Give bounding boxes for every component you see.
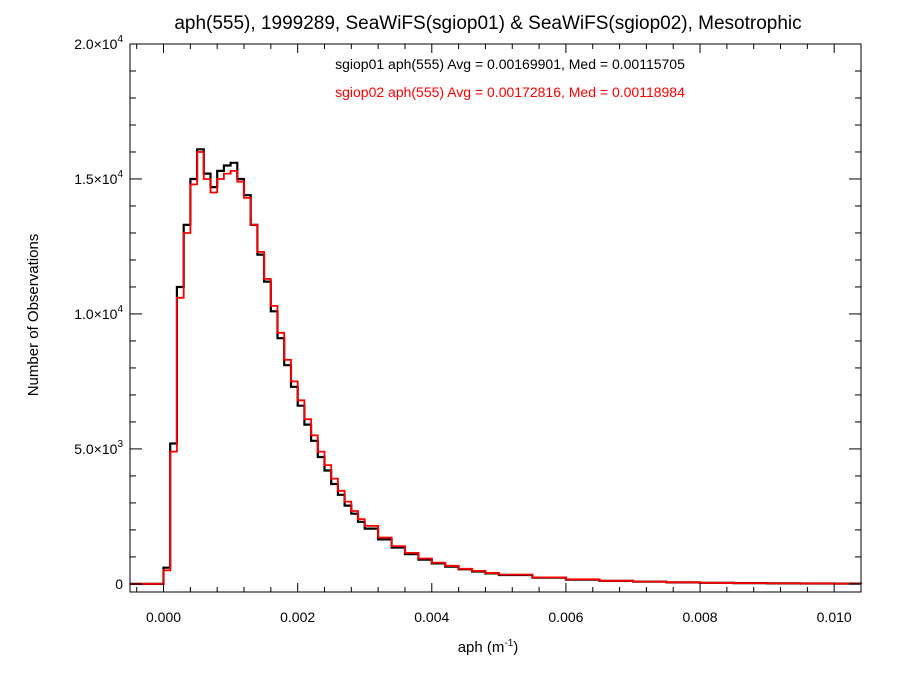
y-axis-label: Number of Observations (25, 234, 42, 397)
x-tick-label-0: 0.000 (146, 609, 181, 625)
y-tick-label-2: 1.0×104 (74, 304, 123, 322)
x-tick-label-2: 0.004 (414, 609, 449, 625)
x-tick-label-4: 0.008 (683, 609, 718, 625)
y-tick-label-3: 1.5×104 (74, 169, 123, 187)
y-tick-exponent-4: 4 (117, 34, 123, 45)
chart-title: aph(555), 1999289, SeaWiFS(sgiop01) & Se… (174, 13, 801, 34)
y-tick-exponent-2: 4 (117, 304, 123, 315)
x-axis-label-base: aph (m (458, 639, 505, 656)
y-tick-mantissa-2: 1.0×10 (74, 306, 117, 322)
x-axis-label-sup: -1 (504, 638, 513, 649)
y-tick-exponent-3: 4 (117, 169, 123, 180)
plot-area: 0.000 0.002 0.004 0.006 0.008 0.010 0 5.0×103 1.… (74, 34, 863, 625)
x-axis-label-close: ) (513, 639, 518, 656)
x-tick-label-1: 0.002 (280, 609, 315, 625)
annotation-sgiop02: sgiop02 aph(555) Avg = 0.00172816, Med =… (335, 84, 685, 100)
y-tick-mantissa-1: 5.0×10 (74, 441, 117, 457)
y-tick-label-1: 5.0×103 (74, 439, 123, 457)
y-tick-label-4: 2.0×104 (74, 34, 123, 52)
series-line-0 (130, 148, 863, 585)
series-line-1 (130, 151, 862, 585)
y-tick-exponent-1: 3 (117, 439, 123, 450)
y-tick-mantissa-0: 0 (115, 576, 123, 592)
annotation-sgiop01: sgiop01 aph(555) Avg = 0.00169901, Med =… (335, 56, 685, 72)
x-axis-label: aph (m-1) (458, 638, 519, 656)
y-tick-mantissa-3: 1.5×10 (74, 171, 117, 187)
y-tick-mantissa-4: 2.0×10 (74, 36, 117, 52)
x-tick-label-3: 0.006 (548, 609, 583, 625)
x-tick-label-5: 0.010 (817, 609, 852, 625)
plot-frame (129, 43, 862, 593)
y-tick-label-0: 0 (115, 576, 123, 592)
